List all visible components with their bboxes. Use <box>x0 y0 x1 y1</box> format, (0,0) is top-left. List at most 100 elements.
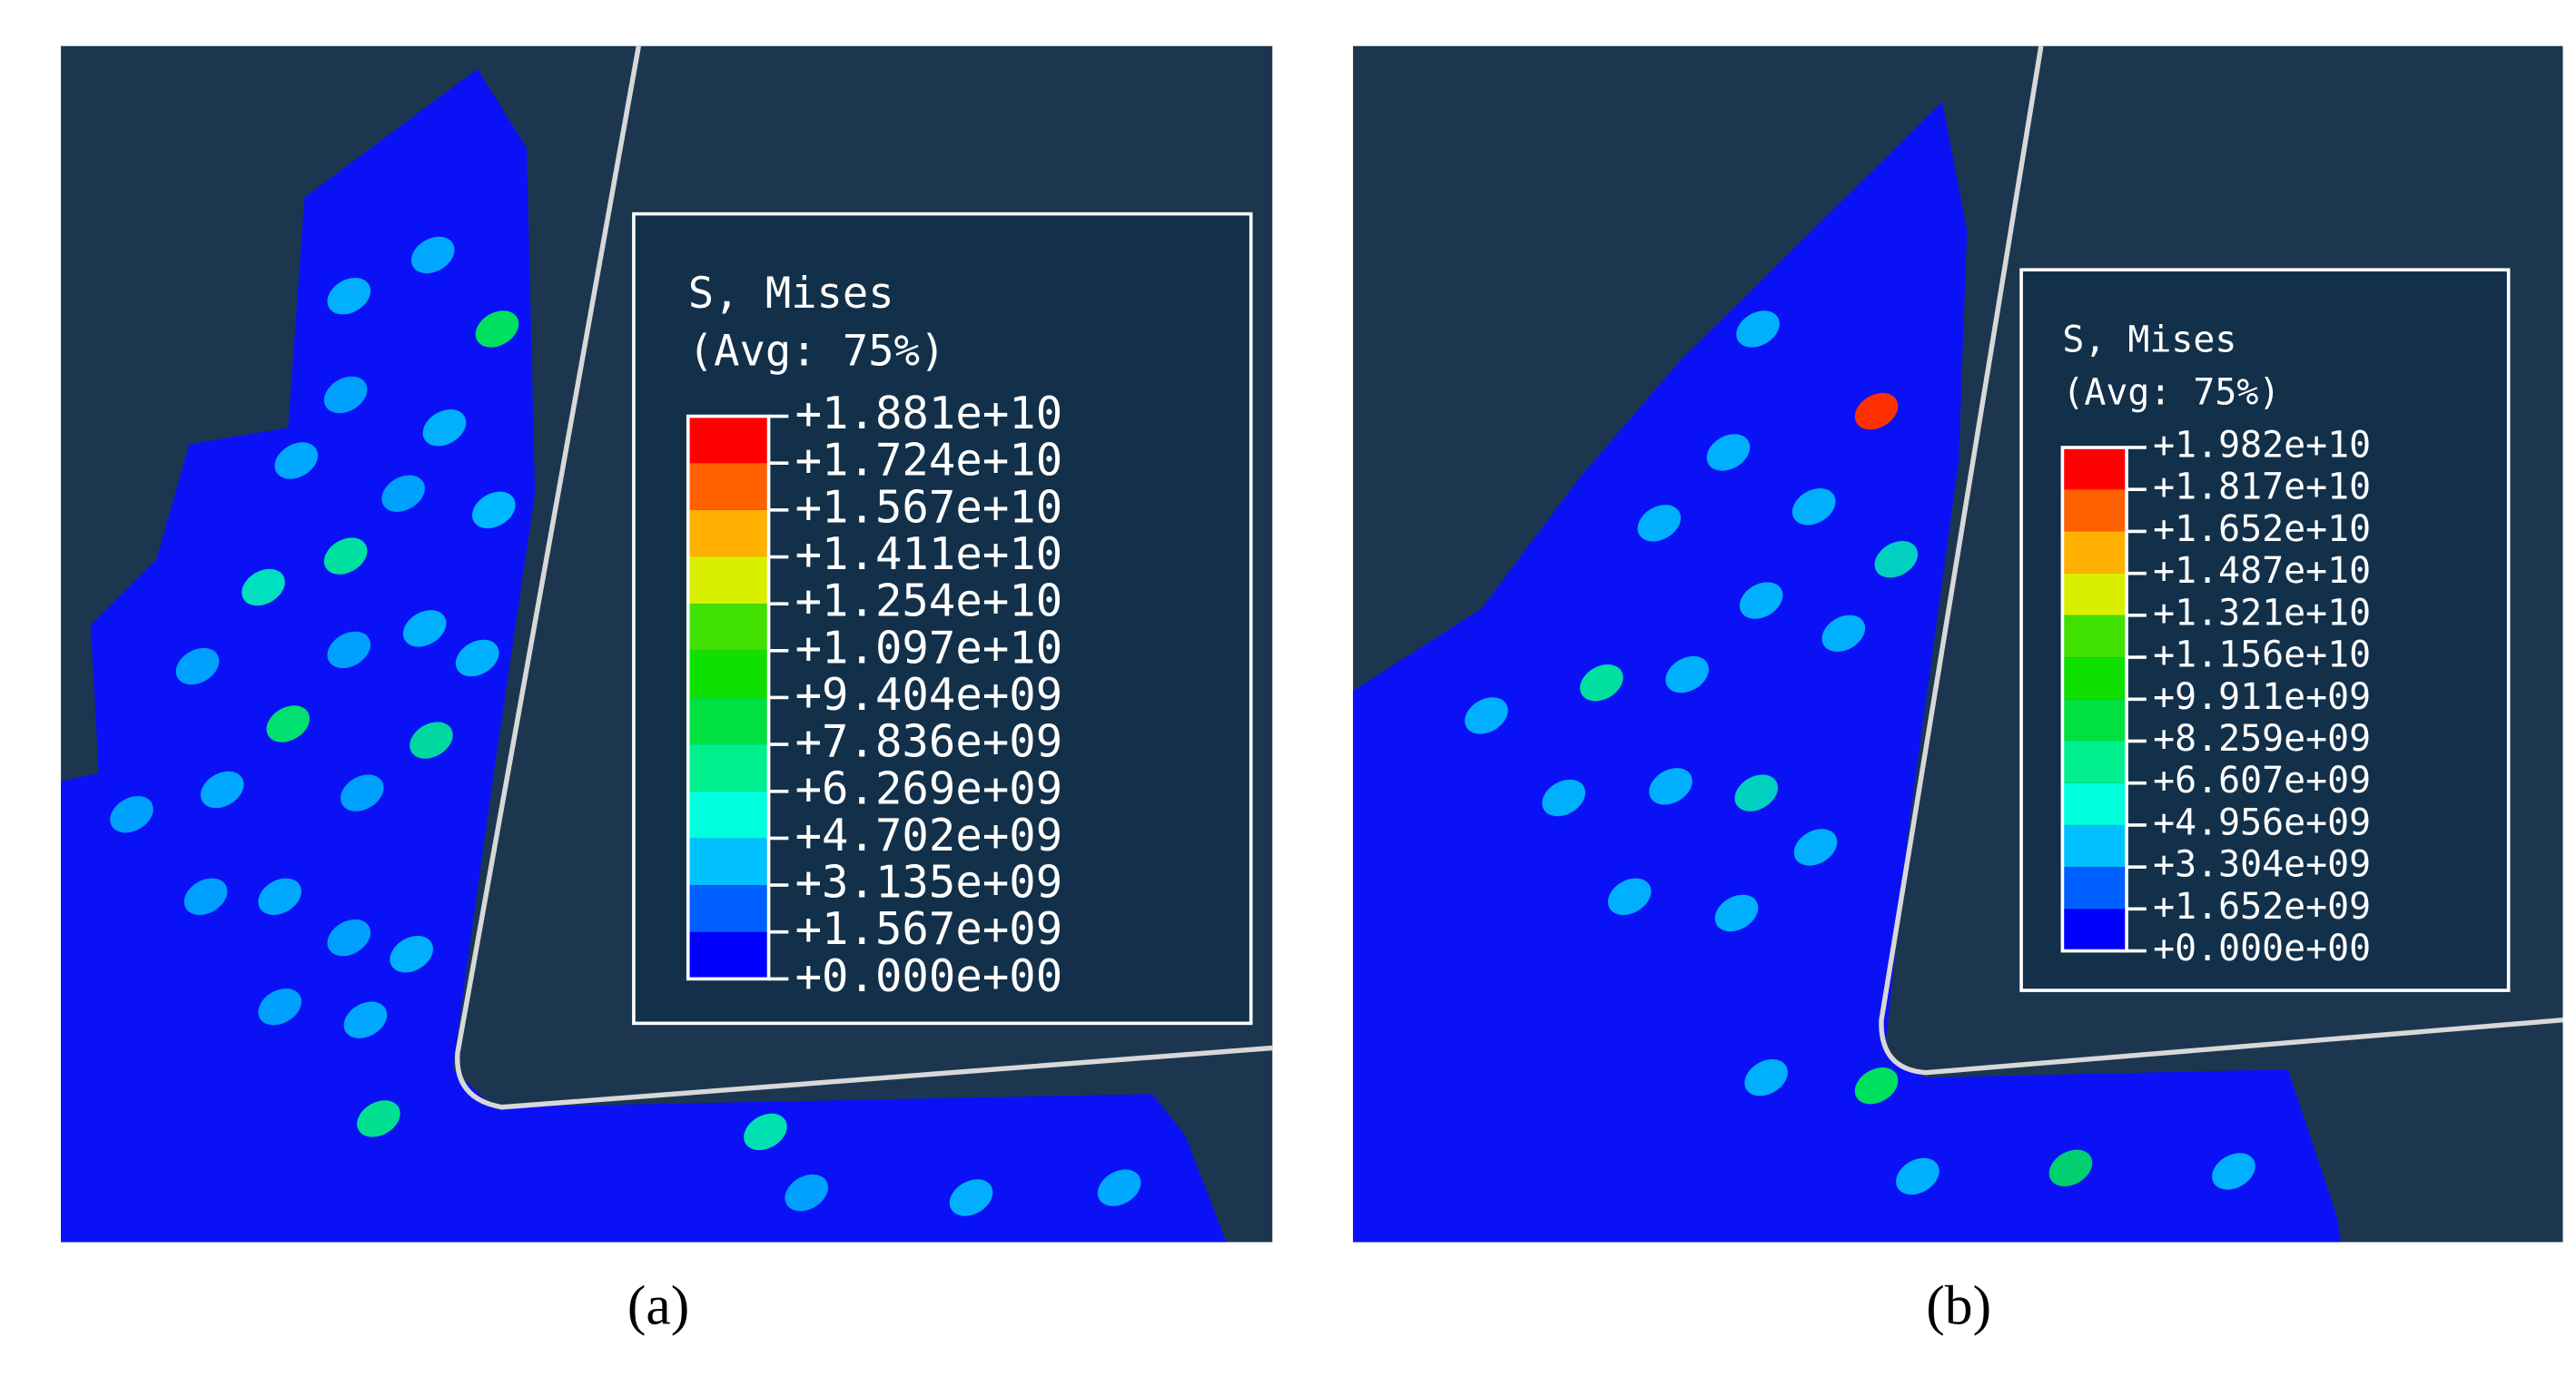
legend-label: +1.817e+10 <box>2153 467 2371 508</box>
legend-swatch <box>2062 782 2127 825</box>
grain <box>1854 392 1899 430</box>
legend-scale: +1.982e+10+1.817e+10+1.652e+10+1.487e+10… <box>2060 424 2371 969</box>
legend-swatch <box>687 697 769 745</box>
grain <box>1734 774 1779 811</box>
grain <box>110 795 153 833</box>
legend-label: +1.881e+10 <box>795 388 1063 439</box>
legend-label: +6.269e+09 <box>795 762 1063 814</box>
legend-title: S, Mises <box>2062 319 2236 360</box>
grain <box>327 919 371 957</box>
legend-swatch <box>2062 447 2127 490</box>
grain <box>327 631 371 669</box>
legend-label: +1.321e+10 <box>2153 592 2371 634</box>
grain <box>455 639 499 677</box>
grain <box>1465 697 1508 734</box>
legend-swatch <box>2062 573 2127 615</box>
grain <box>242 568 285 606</box>
grain <box>341 774 384 811</box>
legend-title: S, Mises <box>688 269 894 319</box>
grain <box>1607 878 1652 915</box>
legend-swatch <box>2062 824 2127 868</box>
legend-swatch <box>687 650 769 698</box>
legend-swatch <box>2062 867 2127 910</box>
legend-label: +4.956e+09 <box>2153 802 2371 843</box>
grain <box>381 475 425 512</box>
grain <box>1854 1067 1899 1105</box>
legend-label: +1.652e+09 <box>2153 886 2371 928</box>
legend-swatch <box>2062 657 2127 700</box>
legend-label: +1.411e+10 <box>795 528 1063 580</box>
legend-label: +0.000e+00 <box>795 950 1063 1002</box>
grain <box>1744 1058 1788 1097</box>
grain <box>475 310 519 348</box>
grains <box>110 236 1141 1216</box>
legend-swatch <box>687 416 769 464</box>
tool-edge <box>455 45 1273 1110</box>
legend-label: +1.097e+10 <box>795 622 1063 674</box>
legend-label: +9.404e+09 <box>795 669 1063 721</box>
grain <box>422 409 467 447</box>
grain <box>402 610 447 647</box>
legend-swatch <box>687 556 769 605</box>
grain <box>1736 310 1780 348</box>
grain <box>1793 829 1838 866</box>
legend-swatch <box>687 885 769 932</box>
legend-swatch <box>2062 489 2127 532</box>
legend-subtitle: (Avg: 75%) <box>2062 371 2280 413</box>
legend-label: +4.702e+09 <box>795 810 1063 861</box>
grain <box>1580 664 1624 702</box>
legend-label: +1.982e+10 <box>2153 424 2371 466</box>
grain <box>183 878 228 915</box>
legend-label: +9.911e+09 <box>2153 676 2371 718</box>
grain <box>175 647 220 685</box>
grain <box>1896 1157 1939 1195</box>
legend-label: +1.724e+10 <box>795 435 1063 487</box>
grain <box>1821 615 1866 652</box>
legend-label: +1.254e+10 <box>795 575 1063 627</box>
grain <box>390 936 433 973</box>
grain <box>1665 655 1709 693</box>
caption: (a) <box>627 1275 689 1337</box>
grain <box>949 1179 993 1216</box>
grain <box>785 1174 829 1212</box>
grain <box>744 1113 787 1151</box>
grain <box>472 491 516 529</box>
legend-swatch <box>2062 531 2127 574</box>
grain <box>1649 768 1693 805</box>
legend-swatch <box>687 509 769 557</box>
grain <box>410 236 455 274</box>
legend-label: +3.304e+09 <box>2153 844 2371 886</box>
legend-label: +1.156e+10 <box>2153 634 2371 676</box>
grain <box>2212 1153 2255 1190</box>
grain <box>1542 779 1585 817</box>
workpiece <box>1353 102 2341 1243</box>
grain <box>1874 541 1919 578</box>
legend-label: +1.652e+10 <box>2153 508 2371 550</box>
caption: (b) <box>1926 1275 1991 1337</box>
legend-label: +8.259e+09 <box>2153 718 2371 760</box>
grain <box>2048 1149 2093 1187</box>
legend-label: +1.487e+10 <box>2153 550 2371 592</box>
grain <box>1637 505 1682 542</box>
grain <box>258 988 301 1026</box>
tool-edge <box>1879 45 2563 1076</box>
legend-label: +1.567e+10 <box>795 481 1063 533</box>
grain <box>266 705 311 743</box>
legend-swatch <box>687 838 769 886</box>
legend-swatch <box>2062 699 2127 742</box>
legend-swatch <box>687 463 769 510</box>
grain <box>343 1001 388 1038</box>
legend-label: +0.000e+00 <box>2153 928 2371 969</box>
legend-swatch <box>2062 741 2127 783</box>
grain <box>1706 434 1751 471</box>
legend-swatch <box>687 791 769 839</box>
grain <box>323 537 368 575</box>
grain <box>1739 582 1783 619</box>
grain <box>258 878 301 915</box>
grain <box>1714 894 1759 932</box>
grain <box>274 442 319 479</box>
legend-scale: +1.881e+10+1.724e+10+1.567e+10+1.411e+10… <box>686 388 1063 1002</box>
grain <box>200 771 244 809</box>
